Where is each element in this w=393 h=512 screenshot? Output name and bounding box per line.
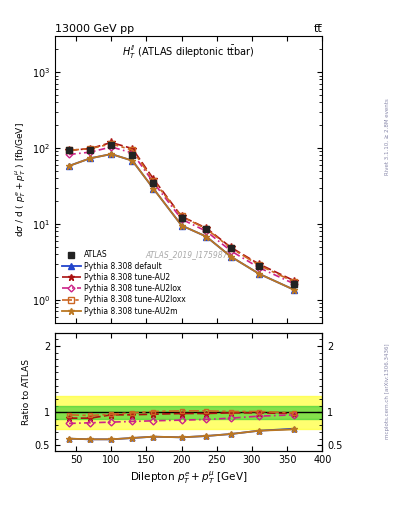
Pythia 8.308 tune-AU2 [292,278,296,284]
Pythia 8.308 default [88,155,92,161]
Pythia 8.308 tune-AU2 [179,214,184,220]
Text: ATLAS_2019_I1759875: ATLAS_2019_I1759875 [145,250,232,260]
Pythia 8.308 tune-AU2 [130,145,135,152]
Pythia 8.308 tune-AU2lox [179,216,184,222]
Line: Pythia 8.308 default: Pythia 8.308 default [66,152,297,292]
Pythia 8.308 tune-AU2 [109,139,114,145]
Pythia 8.308 tune-AU2loxx [109,141,114,147]
Bar [55,406,322,419]
Pythia 8.308 tune-AU2lox [109,144,114,150]
Line: Pythia 8.308 tune-AU2loxx: Pythia 8.308 tune-AU2loxx [66,141,297,285]
Text: 13000 GeV pp: 13000 GeV pp [55,24,134,34]
Pythia 8.308 tune-AU2lox [151,180,156,186]
Pythia 8.308 tune-AU2loxx [130,147,135,153]
Pythia 8.308 default [179,222,184,228]
Pythia 8.308 tune-AU2 [204,225,209,231]
Pythia 8.308 tune-AU2loxx [292,279,296,285]
Pythia 8.308 default [228,253,233,260]
Pythia 8.308 tune-AU2m [257,271,261,277]
Pythia 8.308 default [292,287,296,293]
Pythia 8.308 default [151,186,156,192]
Pythia 8.308 tune-AU2loxx [257,262,261,268]
Text: tt̅: tt̅ [314,24,322,34]
Pythia 8.308 tune-AU2m [228,253,233,260]
Pythia 8.308 tune-AU2lox [130,150,135,156]
Y-axis label: Ratio to ATLAS: Ratio to ATLAS [22,359,31,424]
Pythia 8.308 tune-AU2loxx [88,145,92,152]
Text: $H_T^{ll}$ (ATLAS dileptonic t$\bar{\rm t}$bar): $H_T^{ll}$ (ATLAS dileptonic t$\bar{\rm … [122,45,255,61]
Line: Pythia 8.308 tune-AU2: Pythia 8.308 tune-AU2 [65,138,298,285]
Pythia 8.308 tune-AU2lox [88,149,92,155]
Pythia 8.308 tune-AU2lox [67,152,72,158]
Pythia 8.308 tune-AU2loxx [204,226,209,232]
Pythia 8.308 tune-AU2loxx [67,147,72,154]
Pythia 8.308 tune-AU2lox [204,228,209,234]
Pythia 8.308 tune-AU2m [130,158,135,164]
Pythia 8.308 tune-AU2m [67,163,72,169]
Pythia 8.308 tune-AU2 [228,244,233,250]
Pythia 8.308 tune-AU2 [88,145,92,152]
Pythia 8.308 tune-AU2m [204,233,209,240]
Y-axis label: d$\sigma$ / d ( $p_T^e + p_T^{\mu}$ ) [fb/GeV]: d$\sigma$ / d ( $p_T^e + p_T^{\mu}$ ) [f… [13,122,28,237]
Pythia 8.308 tune-AU2loxx [151,178,156,184]
Pythia 8.308 tune-AU2m [88,155,92,161]
X-axis label: Dilepton $p_T^e + p_T^{\mu}$ [GeV]: Dilepton $p_T^e + p_T^{\mu}$ [GeV] [130,470,248,486]
Pythia 8.308 tune-AU2 [151,176,156,182]
Pythia 8.308 tune-AU2loxx [179,214,184,220]
Legend: ATLAS, Pythia 8.308 default, Pythia 8.308 tune-AU2, Pythia 8.308 tune-AU2lox, Py: ATLAS, Pythia 8.308 default, Pythia 8.30… [59,247,189,319]
Pythia 8.308 default [130,158,135,164]
Pythia 8.308 tune-AU2loxx [228,245,233,251]
Pythia 8.308 tune-AU2 [67,147,72,154]
Pythia 8.308 tune-AU2lox [257,265,261,271]
Text: mcplots.cern.ch [arXiv:1306.3436]: mcplots.cern.ch [arXiv:1306.3436] [385,344,389,439]
Pythia 8.308 tune-AU2 [257,261,261,267]
Pythia 8.308 tune-AU2m [179,222,184,228]
Pythia 8.308 default [67,163,72,169]
Text: Rivet 3.1.10, ≥ 2.8M events: Rivet 3.1.10, ≥ 2.8M events [385,98,389,175]
Pythia 8.308 default [257,271,261,277]
Line: Pythia 8.308 tune-AU2m: Pythia 8.308 tune-AU2m [66,151,298,293]
Pythia 8.308 default [109,151,114,157]
Pythia 8.308 tune-AU2lox [228,248,233,254]
Bar [55,396,322,429]
Pythia 8.308 default [204,233,209,240]
Pythia 8.308 tune-AU2m [109,151,114,157]
Pythia 8.308 tune-AU2lox [292,281,296,287]
Line: Pythia 8.308 tune-AU2lox: Pythia 8.308 tune-AU2lox [67,144,297,286]
Pythia 8.308 tune-AU2m [292,287,296,293]
Pythia 8.308 tune-AU2m [151,186,156,192]
